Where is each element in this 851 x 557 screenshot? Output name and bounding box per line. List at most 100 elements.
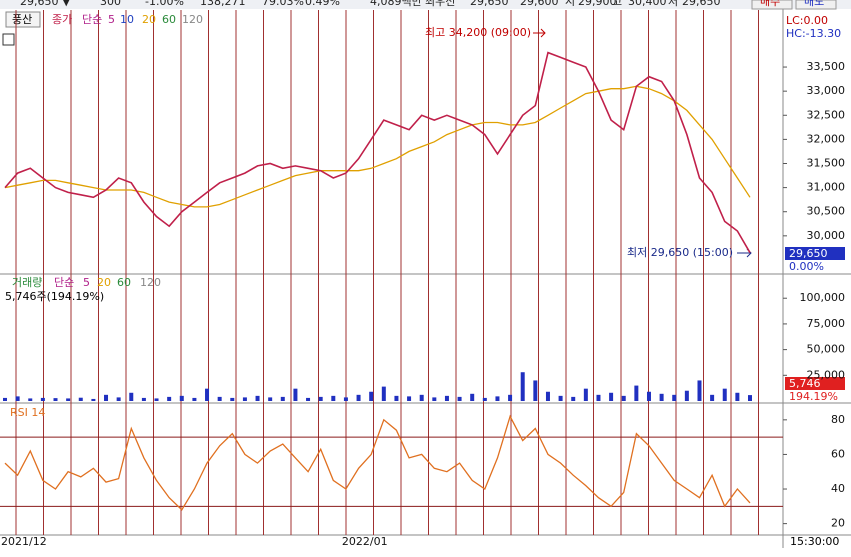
x-tick-label: 2021/12 (1, 535, 47, 548)
volume-bar (192, 397, 197, 401)
last-price: 29,650 (789, 247, 828, 260)
volume-bar (318, 396, 323, 401)
legend-item: 120 (140, 276, 161, 289)
low-annotation: 최저 29,650 (15:00) (627, 246, 733, 259)
volume-bar (558, 395, 563, 401)
moving-average (4, 85, 751, 208)
x-tick-label: 2022/01 (342, 535, 388, 548)
volume-bar (394, 395, 399, 401)
volume-bar (129, 392, 134, 401)
volume-bar (495, 396, 500, 401)
toggle-icon[interactable] (2, 33, 15, 46)
header-item: 79.03% (262, 0, 304, 8)
header-item: 0.49% (305, 0, 340, 8)
header-item: 300 (100, 0, 121, 8)
rsi-line (4, 414, 751, 511)
stock-name-box[interactable] (5, 11, 41, 28)
y-tick-label: 25,000 (807, 368, 846, 381)
header-item: 최우선 (425, 0, 455, 8)
legend-item: 5 (108, 13, 115, 26)
legend-item: 20 (142, 13, 156, 26)
header-strip (0, 0, 851, 9)
volume-bar (230, 397, 235, 401)
volume-bar (15, 396, 20, 401)
y-tick-label: 40 (831, 482, 845, 495)
legend-item: 단순 (54, 276, 74, 289)
volume-bar (470, 393, 475, 401)
header-button-label[interactable]: 매수 (760, 0, 780, 8)
volume-bar (343, 397, 348, 401)
volume-bar (28, 398, 33, 401)
volume-bar (571, 396, 576, 401)
volume-bar (659, 393, 664, 401)
day-separators (15, 10, 759, 535)
y-tick-label: 31,000 (807, 181, 846, 194)
header-item: 138,271 (200, 0, 246, 8)
volume-bar (508, 394, 513, 401)
volume-bar (596, 394, 601, 401)
legend-item: 10 (120, 13, 134, 26)
last-volume-box (785, 377, 845, 390)
header-button[interactable] (795, 0, 837, 10)
volume-bar (3, 397, 7, 401)
volume-bar (710, 394, 715, 401)
volume-bar (255, 395, 260, 401)
volume-bar (104, 394, 109, 401)
legend-item: 단순 (82, 13, 102, 26)
volume-bar (748, 395, 752, 401)
header-item: 4,089백만 (370, 0, 422, 8)
header-item: 29,600 (520, 0, 559, 8)
volume-bar (533, 380, 538, 401)
volume-bar (381, 386, 386, 401)
time-label: 15:30:00 (790, 535, 839, 548)
legend-item: 60 (162, 13, 176, 26)
volume-bar (242, 397, 247, 401)
header-item: 29,900 (578, 0, 617, 8)
volume-bar (432, 397, 437, 401)
hc-label: HC:-13.30 (786, 27, 841, 40)
volume-bar (154, 398, 159, 401)
y-tick-label: 30,000 (807, 229, 846, 242)
legend-item: 종가 (52, 13, 72, 26)
volume-bar (53, 398, 58, 401)
stock-name[interactable]: 풍산 (12, 13, 32, 26)
volume-bar (684, 390, 689, 401)
header-item: -1.00% (145, 0, 184, 8)
volume-bar (78, 397, 83, 401)
y-tick-label: 100,000 (800, 291, 846, 304)
volume-bar (40, 397, 45, 401)
volume-bar (735, 392, 740, 401)
volume-bar (520, 372, 525, 401)
header-button[interactable] (751, 0, 793, 10)
volume-bar (672, 394, 677, 401)
legend-item: 20 (97, 276, 111, 289)
header-item: 30,400 (628, 0, 667, 8)
header-item: 29,650 (682, 0, 721, 8)
volume-bar (369, 391, 374, 401)
volume-bar (217, 396, 222, 401)
y-tick-label: 32,500 (807, 108, 846, 121)
volume-bar (419, 394, 424, 401)
y-tick-label: 30,500 (807, 205, 846, 218)
volume-subtitle: 5,746주(194.19%) (5, 290, 104, 303)
y-tick-label: 75,000 (807, 317, 846, 330)
y-tick-label: 80 (831, 413, 845, 426)
volume-bar (482, 397, 487, 401)
volume-bar (280, 396, 285, 401)
last-change: 0.00% (789, 260, 824, 273)
volume-bar (545, 391, 550, 401)
header-item: 시 (565, 0, 575, 8)
y-tick-label: 32,000 (807, 132, 846, 145)
volume-bar (331, 395, 336, 401)
volume-bar (444, 395, 449, 401)
y-tick-label: 20 (831, 517, 845, 530)
price-line (4, 51, 751, 254)
header-button-label[interactable]: 매도 (804, 0, 824, 8)
volume-bar (634, 385, 639, 401)
header-item: 고 (612, 0, 622, 8)
header-item: 저 (668, 0, 678, 8)
y-tick-label: 33,000 (807, 84, 846, 97)
volume-bar (646, 391, 651, 401)
